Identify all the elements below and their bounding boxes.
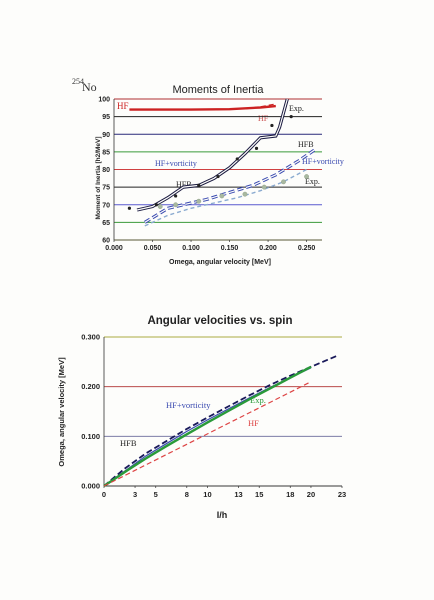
chart1-xtick-label: 0.200	[259, 245, 277, 252]
chart2-ytick-label: 0.200	[81, 382, 100, 391]
chart1-ytick-label: 70	[102, 202, 110, 209]
chart1-series-5-point	[197, 183, 201, 187]
chart1-series-5-point	[235, 157, 239, 161]
chart2-xtick-label: 13	[234, 490, 242, 499]
chart1-title: Moments of Inertia	[172, 84, 264, 96]
chart1-annot-hf-left: HF	[117, 101, 129, 111]
chart2-annot-hfb: HFB	[120, 438, 137, 448]
chart1-ylabel: Moment of Inertia [h2/MeV]	[95, 136, 102, 219]
chart1-series-1-line	[244, 103, 276, 110]
chart2-xtick-label: 0	[102, 490, 106, 499]
chart1-series-2-line-inner	[136, 98, 288, 211]
chart1-ytick-label: 100	[98, 97, 110, 104]
chart2-series-2-line	[103, 365, 312, 487]
chart2-series-0-line	[103, 355, 338, 487]
chart1-series-4-line	[144, 168, 307, 227]
nucleus-mass-number: 254	[72, 77, 84, 86]
chart2-series-3-line	[103, 381, 312, 487]
chart1-annot-exp-right: Exp.	[305, 177, 320, 186]
chart1-ytick-label: 60	[102, 238, 110, 245]
chart1-ytick-label: 85	[102, 149, 110, 156]
chart2-xtick-label: 20	[307, 490, 315, 499]
chart1-series-6-point	[281, 179, 286, 185]
chart2-xtick-label: 15	[255, 490, 263, 499]
chart1-series-5-point	[127, 206, 132, 210]
chart1-plot: 60 65 70 75 80 85 90 95 100 0.000 0.050 0.100 0.150 0…	[98, 97, 322, 252]
chart2-xtick-label: 10	[203, 490, 211, 499]
chart2-xtick-label: 5	[154, 490, 158, 499]
chart1-annot-vort-mid: HF+vorticity	[155, 159, 197, 168]
chart1-xlabel: Omega, angular velocity [MeV]	[169, 259, 271, 266]
chart1-series-6-point	[242, 191, 248, 197]
chart2-ytick-label: 0.300	[81, 333, 100, 342]
chart2-xtick-label: 8	[185, 490, 189, 499]
chart1-series-0-line	[129, 104, 276, 111]
chart1-series-5-point	[174, 194, 178, 198]
chart1-series-6-point	[261, 184, 267, 190]
chart2-title: Angular velocities vs. spin	[147, 315, 292, 327]
chart1-ytick-label: 90	[102, 132, 110, 139]
chart2-ylabel: Omega, angular velocity [MeV]	[57, 357, 66, 467]
chart1-annot-vort-right: HF+vorticity	[302, 157, 344, 166]
nucleus-symbol: No	[82, 80, 97, 94]
chart1-annot-hfb-mid: HFB	[176, 180, 192, 189]
chart1-series-5-point	[154, 203, 158, 207]
chart1-series-5-point	[216, 174, 220, 179]
chart1-series-6-point	[219, 193, 225, 199]
chart1-ytick-label: 75	[102, 185, 110, 192]
chart2-ytick-label: 0.100	[81, 432, 100, 441]
chart1-xtick-label: 0.250	[298, 245, 316, 252]
chart1-series-6-point	[304, 174, 309, 179]
chart1-ytick-label: 95	[102, 114, 110, 121]
chart1-annot-exp-top: Exp.	[289, 104, 304, 113]
chart1-series-3-line-inner	[144, 149, 315, 223]
chart1-series-5-point	[289, 115, 293, 119]
chart1-annot-hfb-right: HFB	[298, 140, 314, 149]
chart1-annot-hf-right: HF	[258, 114, 269, 123]
chart1-series-6-point	[157, 204, 163, 209]
chart1-series-6-point	[196, 198, 202, 204]
chart1-xtick-label: 0.100	[182, 245, 200, 252]
chart1-xtick-label: 0.000	[105, 245, 123, 252]
chart2-plot: 0.000 0.100 0.200 0.300 0 3 5 8 10 13 15 18 20 23	[81, 333, 346, 500]
chart1-series-6-point	[173, 202, 179, 208]
chart2-annot-hf: HF	[248, 418, 259, 428]
chart2-xtick-label: 23	[338, 490, 346, 499]
chart1-series-5-point	[270, 123, 274, 128]
chart1-xtick-label: 0.150	[221, 245, 239, 252]
chart2-series-1-line	[103, 367, 312, 487]
chart2-xtick-label: 18	[286, 490, 294, 499]
chart1-ytick-label: 80	[102, 167, 110, 174]
chart2-annot-vort: HF+vorticity	[166, 400, 211, 410]
chart2-xlabel: I/h	[217, 510, 228, 520]
chart1-xtick-label: 0.050	[144, 245, 162, 252]
chart2-ytick-label: 0.000	[81, 482, 100, 491]
chart2-xtick-label: 3	[133, 490, 137, 499]
chart1-series-5-point	[254, 146, 259, 150]
chart1-ytick-label: 65	[102, 220, 110, 227]
chart2-annot-exp: Exp.	[250, 395, 266, 405]
